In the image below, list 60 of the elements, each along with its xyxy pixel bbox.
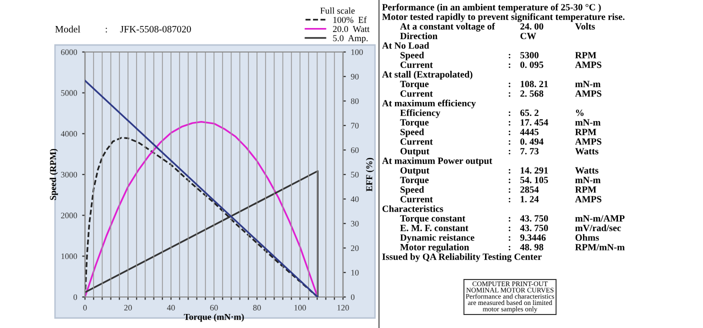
text: Torque : 17. 454 mN-m: [400, 119, 601, 128]
y-tick-label: 5000: [61, 90, 78, 96]
text: Speed : 5300 RPM: [400, 52, 596, 60]
legend-title: Full scale: [320, 7, 355, 14]
text: Output : 14. 291 Watts: [400, 167, 598, 176]
text: Efficiency : 65. 2 %: [400, 109, 584, 118]
y2-tick-label: 100: [351, 49, 363, 55]
y-tick-label: 2000: [61, 212, 78, 218]
text: Current : 0. 095 AMPS: [400, 62, 602, 68]
text: Torque constant : 43. 750 mN-m/AMP: [400, 215, 625, 224]
y2-tick-label: 0: [350, 294, 354, 300]
x-tick-label: 20: [124, 304, 132, 311]
y2-tick-label: 20: [351, 245, 359, 251]
y-tick-label: 3000: [61, 172, 78, 178]
text: At No Load: [382, 42, 430, 49]
y2-tick-label: 30: [351, 220, 359, 226]
y-tick-label: 4000: [60, 131, 78, 137]
y2-tick-label: 70: [351, 122, 359, 128]
y2-tick-label: 10: [351, 270, 359, 276]
text: At a constant voltage of 24. 00 Volts: [400, 22, 595, 32]
text: At maximum efficiency: [382, 100, 476, 108]
y2-tick-label: 90: [350, 74, 359, 80]
x-tick-label: 80: [253, 304, 261, 311]
y2-tick-label: 80: [350, 98, 359, 104]
text: Model : JFK-5508-087020: [55, 26, 191, 32]
text: Current : 2. 568 AMPS: [400, 90, 602, 97]
x-axis-title: Torque (mN·m): [184, 314, 244, 322]
text: Speed : 4445 RPM: [400, 128, 596, 138]
y2-axis-title: EFF (%): [366, 158, 374, 192]
text: Characteristics: [382, 205, 444, 212]
text: Speed : 2854 RPM: [400, 186, 596, 195]
text: Current : 0. 494 AMPS: [400, 138, 602, 145]
x-tick-label: 0: [83, 304, 87, 311]
text: At maximum Power output: [382, 157, 492, 166]
text: Motor tested rapidly to prevent significant temperature rise.: [382, 13, 624, 22]
y-tick-label: 1000: [61, 254, 78, 260]
text: Motor regulation : 48. 98 RPM/mN-m: [400, 244, 625, 252]
text: Performance (in an ambient temperature of 25-30 °C ): [382, 4, 601, 12]
text: Torque : 108. 21 mN-m: [400, 80, 601, 90]
x-tick-label: 60: [210, 304, 218, 311]
text: Dynamic reistance : 9.3446 Ohms: [400, 234, 599, 243]
text: E. M. F. constant : 43. 750 mV/rad/sec: [400, 224, 621, 232]
legend-label: 5.0 Amp.: [333, 35, 368, 44]
text: At stall (Extrapolated): [382, 70, 472, 80]
legend-label: 20.0 Watt: [333, 26, 370, 32]
y2-tick-label: 50: [351, 172, 359, 178]
y-tick-label: 0: [74, 294, 78, 300]
text: Current : 1. 24 AMPS: [400, 196, 602, 202]
y-tick-label: 6000: [61, 49, 78, 55]
text: Output : 7. 73 Watts: [400, 148, 598, 156]
y2-tick-label: 40: [350, 196, 359, 202]
x-tick-label: 100: [294, 304, 306, 311]
y-axis-title: Speed (RPM): [50, 148, 58, 200]
text: Torque : 54. 105 mN-m: [400, 176, 601, 186]
x-tick-label: 120: [337, 304, 349, 311]
legend-label: 100% Ef: [333, 16, 367, 23]
text: Issued by QA Reliability Testing Center: [382, 253, 542, 262]
text: Direction CW: [400, 32, 536, 40]
x-tick-label: 40: [166, 304, 175, 311]
y2-tick-label: 60: [350, 147, 359, 153]
